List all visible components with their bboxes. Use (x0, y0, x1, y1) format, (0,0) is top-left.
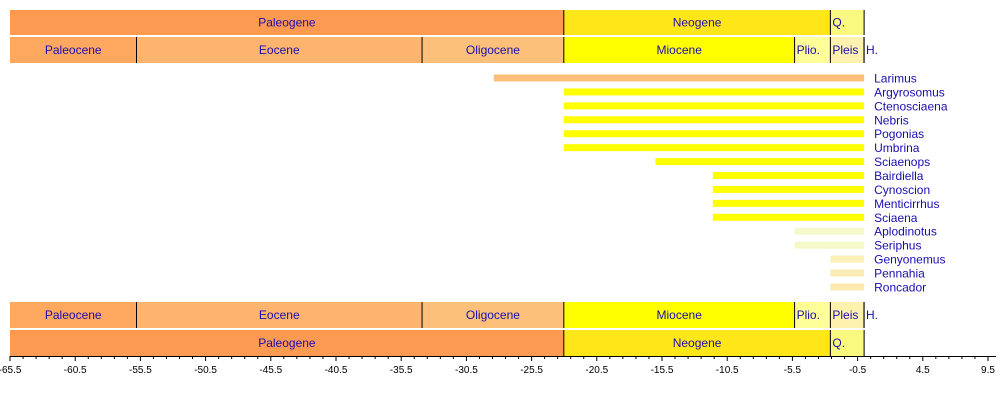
bar-label: Cynoscion (874, 183, 930, 197)
period-bottom-label: Neogene (673, 336, 722, 350)
epoch-bottom-label: Oligocene (466, 308, 520, 322)
epoch-bottom-label: Miocene (657, 308, 703, 322)
period-label: Neogene (673, 16, 722, 30)
bar-seriphus (795, 242, 865, 249)
bar-cynoscion (713, 186, 864, 193)
x-tick-label: -40.5 (325, 365, 348, 376)
bar-pennahia (830, 270, 864, 277)
x-tick-label: -30.5 (455, 365, 478, 376)
bar-label: Seriphus (874, 239, 921, 253)
bar-label: Sciaenops (874, 155, 930, 169)
bar-argyrosomus (564, 88, 864, 95)
bar-label: Nebris (874, 113, 909, 127)
bar-ctenosciaena (564, 102, 864, 109)
bar-label: Genyonemus (874, 253, 945, 267)
bar-menticirrhus (713, 200, 864, 207)
bar-label: Menticirrhus (874, 197, 939, 211)
bar-genyonemus (830, 256, 864, 263)
bar-label: Larimus (874, 72, 917, 86)
period-bottom-label: Paleogene (258, 336, 316, 350)
epoch-label: Plio. (797, 43, 820, 57)
period-label: Q. (832, 16, 845, 30)
epoch-label: Eocene (259, 43, 300, 57)
x-tick-label: -55.5 (129, 365, 152, 376)
epoch-label: H. (866, 43, 878, 57)
epoch-label: Oligocene (466, 43, 520, 57)
bar-label: Sciaena (874, 211, 918, 225)
x-tick-label: -65.5 (0, 365, 22, 376)
period-label: Paleogene (258, 16, 316, 30)
x-tick-label: -45.5 (259, 365, 282, 376)
x-tick-label: -50.5 (194, 365, 217, 376)
x-tick-label: 4.5 (916, 365, 930, 376)
bar-label: Aplodinotus (874, 225, 937, 239)
x-tick-label: -60.5 (64, 365, 87, 376)
epoch-bottom-label: Pleis (832, 308, 858, 322)
bar-sciaena (713, 214, 864, 221)
epoch-label: Pleis (832, 43, 858, 57)
x-tick-label: -5.5 (784, 365, 802, 376)
x-tick-label: -35.5 (390, 365, 413, 376)
bar-pogonias (564, 130, 864, 137)
bar-nebris (564, 116, 864, 123)
x-tick-label: -10.5 (716, 365, 739, 376)
x-tick-label: -15.5 (651, 365, 674, 376)
epoch-bottom-label: Plio. (797, 308, 820, 322)
bar-label: Ctenosciaena (874, 99, 948, 113)
bar-umbrina (564, 144, 864, 151)
bar-label: Pogonias (874, 127, 924, 141)
epoch-label: Miocene (657, 43, 703, 57)
period-bottom-label: Q. (832, 336, 845, 350)
x-tick-label: -20.5 (585, 365, 608, 376)
bar-label: Pennahia (874, 267, 925, 281)
epoch-bottom-label: H. (866, 308, 878, 322)
bar-label: Umbrina (874, 141, 920, 155)
bar-larimus (494, 75, 864, 82)
bar-roncador (830, 283, 864, 290)
epoch-label: Paleocene (45, 43, 102, 57)
bar-bairdiella (713, 172, 864, 179)
epoch-bottom-label: Paleocene (45, 308, 102, 322)
bar-label: Roncador (874, 280, 926, 294)
bar-label: Argyrosomus (874, 85, 945, 99)
bar-aplodinotus (795, 228, 865, 235)
bar-label: Bairdiella (874, 169, 924, 183)
bar-sciaenops (655, 158, 864, 165)
epoch-bottom-label: Eocene (259, 308, 300, 322)
x-tick-label: -25.5 (520, 365, 543, 376)
x-tick-label: 9.5 (981, 365, 995, 376)
x-tick-label: -0.5 (849, 365, 867, 376)
